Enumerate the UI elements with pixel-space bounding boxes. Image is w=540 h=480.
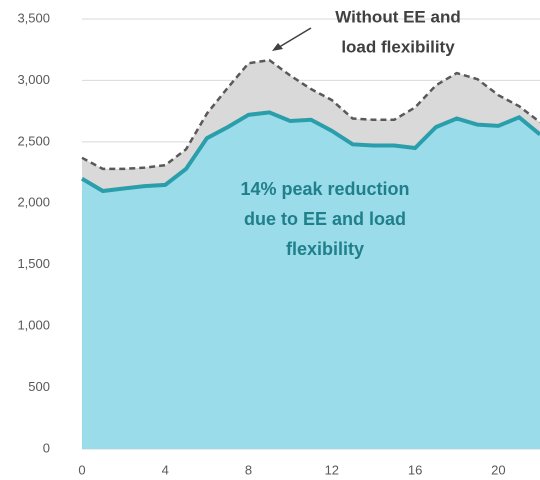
- areas: [80, 58, 540, 450]
- x-tick-label: 12: [325, 462, 339, 477]
- annotation: Without EE and: [335, 7, 460, 26]
- annotation: load flexibility: [341, 37, 455, 56]
- x-tick-label: 20: [491, 462, 505, 477]
- x-tick-label: 16: [408, 462, 422, 477]
- y-tick-label: 3,500: [17, 10, 50, 25]
- x-tick-label: 8: [245, 462, 252, 477]
- arrow-head: [272, 43, 283, 51]
- annotation: due to EE and load: [244, 209, 406, 229]
- x-tick-label: 0: [78, 462, 85, 477]
- arrow: [275, 27, 312, 50]
- area: [82, 112, 540, 449]
- annotation: 14% peak reduction: [240, 179, 409, 199]
- y-tick-label: 1,000: [17, 318, 50, 333]
- x-tick-label: 4: [162, 462, 169, 477]
- line: [80, 110, 540, 194]
- y-tick-label: 3,000: [17, 72, 50, 87]
- y-tick-label: 2,500: [17, 133, 50, 148]
- y-tick-label: 1,500: [17, 256, 50, 271]
- annotation: flexibility: [286, 239, 364, 259]
- y-tick-label: 0: [43, 440, 50, 455]
- line: [81, 58, 540, 171]
- y-tick-label: 500: [28, 379, 50, 394]
- y-tick-label: 2,000: [17, 195, 50, 210]
